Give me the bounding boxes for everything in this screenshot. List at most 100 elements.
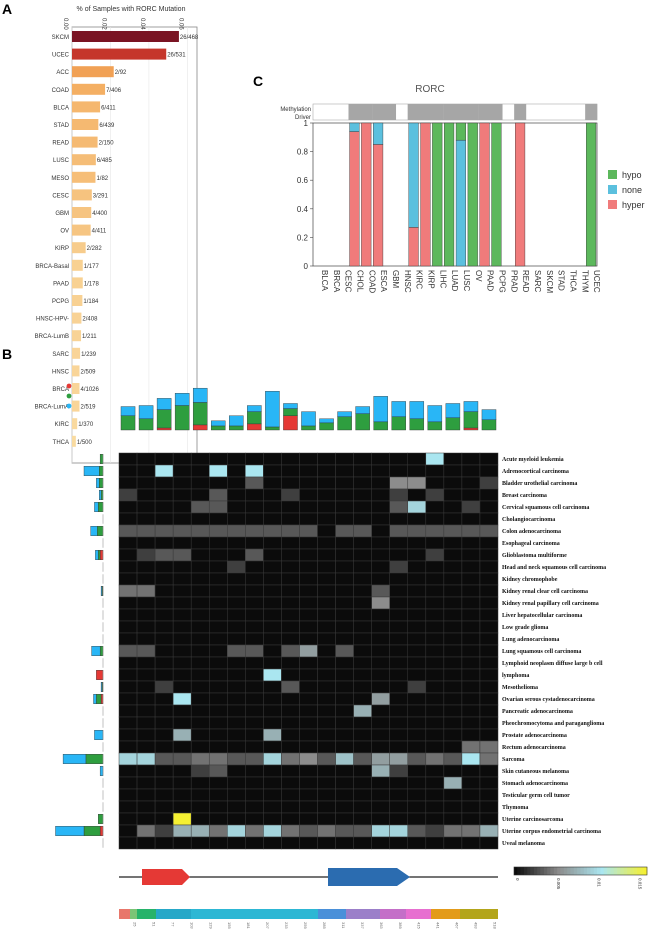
heatmap-cell	[461, 656, 481, 670]
heatmap-cell	[263, 752, 282, 766]
a-count-label: 1/82	[96, 176, 108, 182]
heatmap-cell	[371, 608, 390, 622]
heatmap-cell	[479, 572, 499, 586]
heatmap-cell	[335, 692, 354, 706]
heatmap-cell	[407, 800, 427, 814]
colorbar-segment	[590, 867, 595, 875]
heatmap-cell	[208, 692, 228, 706]
heatmap-row-label: Liver hepatocellular carcinoma	[502, 613, 582, 619]
a-bar	[72, 31, 179, 42]
heatmap-cell	[263, 536, 282, 550]
colorbar-segment	[600, 867, 605, 875]
heatmap-cell	[208, 596, 228, 610]
heatmap-cell	[263, 608, 282, 622]
a-bar	[72, 295, 83, 306]
heatmap-cell	[208, 752, 228, 766]
heatmap-cell	[443, 524, 463, 538]
panel-label-c: C	[253, 73, 263, 89]
heatmap-cell	[118, 704, 138, 718]
heatmap-cell	[461, 836, 481, 850]
heatmap-cell	[118, 596, 138, 610]
heatmap-cell	[190, 620, 210, 634]
heatmap-cell	[190, 452, 210, 466]
heatmap-cell	[425, 548, 445, 562]
a-category-label: BRCA-LumA	[35, 405, 69, 411]
heatmap-cell	[443, 692, 463, 706]
heatmap-cell	[353, 536, 372, 550]
heatmap-cell	[227, 476, 246, 490]
heatmap-cell	[371, 596, 390, 610]
left-bar-blue	[99, 766, 104, 777]
heatmap-cell	[443, 548, 463, 562]
a-count-label: 2/519	[81, 405, 97, 411]
heatmap-cell	[190, 668, 210, 682]
a-bar	[72, 189, 92, 201]
heatmap-cell	[389, 788, 409, 802]
colorbar-segment	[623, 867, 628, 875]
heatmap-cell	[371, 788, 390, 802]
position-tick-label: 415	[417, 922, 422, 929]
top-bar-green	[445, 417, 461, 431]
heatmap-cell	[353, 620, 372, 634]
heatmap-cell	[317, 836, 336, 850]
heatmap-cell	[317, 800, 336, 814]
heatmap-cell	[407, 680, 427, 694]
c-category-label: READ	[521, 270, 530, 292]
heatmap-cell	[317, 584, 336, 598]
heatmap-cell	[281, 620, 300, 634]
heatmap-cell	[281, 608, 300, 622]
heatmap-cell	[461, 788, 481, 802]
heatmap-cell	[335, 488, 354, 502]
heatmap-cell	[118, 752, 138, 766]
heatmap-cell	[479, 680, 499, 694]
heatmap-cell	[172, 836, 192, 850]
heatmap-cell	[335, 812, 354, 826]
heatmap-cell	[389, 800, 409, 814]
heatmap-cell	[317, 512, 336, 526]
heatmap-cell	[389, 668, 409, 682]
heatmap-cell	[136, 776, 156, 790]
position-tick-label: 103	[189, 922, 194, 929]
position-tick-label: 493	[474, 922, 479, 929]
colorbar-frame	[513, 866, 648, 876]
heatmap-cell	[389, 692, 409, 706]
heatmap-cell	[353, 500, 372, 514]
heatmap-cell	[118, 632, 138, 646]
heatmap-cell	[389, 536, 409, 550]
heatmap-cell	[425, 704, 445, 718]
heatmap-cell	[353, 728, 372, 742]
heatmap-cell	[335, 476, 354, 490]
heatmap-cell	[461, 704, 481, 718]
heatmap-cell	[407, 488, 427, 502]
position-segment	[137, 909, 156, 919]
heatmap-cell	[263, 656, 282, 670]
heatmap-cell	[353, 632, 372, 646]
heatmap-cell	[353, 740, 372, 754]
top-bar-green	[174, 405, 190, 431]
heatmap-cell	[443, 560, 463, 574]
heatmap-cell	[154, 728, 174, 742]
heatmap-cell	[389, 584, 409, 598]
heatmap-cell	[389, 608, 409, 622]
heatmap-cell	[479, 536, 499, 550]
left-bar-green	[99, 646, 104, 657]
heatmap-cell	[443, 668, 463, 682]
heatmap-cell	[425, 584, 445, 598]
heatmap-cell	[479, 764, 499, 778]
heatmap-cell	[317, 572, 336, 586]
heatmap-cell	[425, 656, 445, 670]
a-tick-label: 0.06	[177, 18, 183, 30]
position-tick-label: 25	[132, 922, 137, 927]
heatmap-cell	[263, 560, 282, 574]
heatmap-cell	[154, 644, 174, 658]
heatmap-cell	[227, 560, 246, 574]
heatmap-cell	[407, 788, 427, 802]
a-bar	[72, 171, 96, 183]
heatmap-cell	[190, 596, 210, 610]
heatmap-cell	[353, 824, 372, 838]
heatmap-cell	[371, 656, 390, 670]
heatmap-cell	[317, 524, 336, 538]
heatmap-cell	[172, 644, 192, 658]
heatmap-cell	[425, 776, 445, 790]
position-segment	[406, 909, 431, 919]
